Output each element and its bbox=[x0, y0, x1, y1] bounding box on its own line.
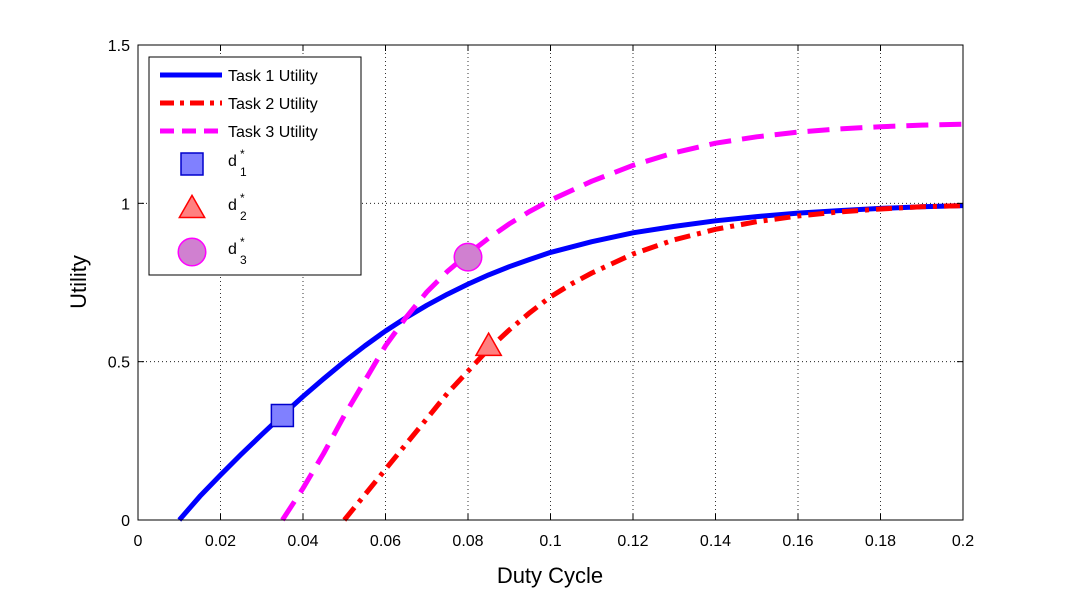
y-tick-label: 0 bbox=[121, 513, 130, 530]
marker-group bbox=[270, 242, 503, 428]
x-tick-label: 0.14 bbox=[700, 533, 731, 550]
legend-label-d3: d * 3 bbox=[228, 235, 247, 267]
legend-label-d1: d * 1 bbox=[228, 147, 247, 179]
optimal-point-marker-1 bbox=[270, 403, 295, 428]
legend-label-d2: d * 2 bbox=[228, 191, 247, 223]
legend-marker-d3 bbox=[177, 237, 207, 267]
x-tick-label: 0.18 bbox=[865, 533, 896, 550]
legend-label-d-base: d bbox=[228, 197, 237, 214]
legend-marker-d1 bbox=[180, 152, 204, 176]
optimal-point-marker-2 bbox=[474, 331, 503, 357]
x-tick-label: 0.16 bbox=[782, 533, 813, 550]
x-tick-label: 0.02 bbox=[205, 533, 236, 550]
legend-label-d-base: d bbox=[228, 241, 237, 258]
y-tick-label: 1.5 bbox=[108, 38, 130, 55]
legend-label-d-base: d bbox=[228, 153, 237, 170]
legend-marker-d2 bbox=[178, 193, 206, 219]
x-tick-label: 0 bbox=[134, 533, 143, 550]
y-axis-label: Utility bbox=[66, 255, 91, 309]
legend-label-d-sub: 2 bbox=[240, 209, 247, 223]
grid bbox=[138, 45, 963, 520]
x-tick-label: 0.06 bbox=[370, 533, 401, 550]
x-tick-label: 0.2 bbox=[952, 533, 974, 550]
legend-label-d-sup: * bbox=[240, 191, 245, 205]
legend-label-d-sup: * bbox=[240, 235, 245, 249]
y-tick-label: 1 bbox=[121, 196, 130, 213]
optimal-point-marker-3 bbox=[453, 242, 483, 272]
y-tick-label: 0.5 bbox=[108, 355, 130, 372]
series-line-task-2 bbox=[342, 203, 964, 522]
x-tick-label: 0.1 bbox=[539, 533, 561, 550]
legend-label-task-2: Task 2 Utility bbox=[228, 96, 318, 113]
x-tick-label: 0.08 bbox=[452, 533, 483, 550]
ticks: 0 0.02 0.04 0.06 0.08 0.1 0.12 0.14 0.16 0.18 0.2 0… bbox=[108, 38, 974, 550]
legend: Task 1 Utility Task 2 Utility Task 3 Utili… bbox=[148, 56, 362, 276]
x-axis-label: Duty Cycle bbox=[497, 563, 603, 588]
legend-label-task-3: Task 3 Utility bbox=[228, 124, 318, 141]
x-tick-label: 0.12 bbox=[617, 533, 648, 550]
legend-label-d-sup: * bbox=[240, 147, 245, 161]
legend-label-d-sub: 1 bbox=[240, 165, 247, 179]
legend-label-task-1: Task 1 Utility bbox=[228, 68, 318, 85]
legend-label-d-sub: 3 bbox=[240, 253, 247, 267]
x-tick-label: 0.04 bbox=[287, 533, 318, 550]
